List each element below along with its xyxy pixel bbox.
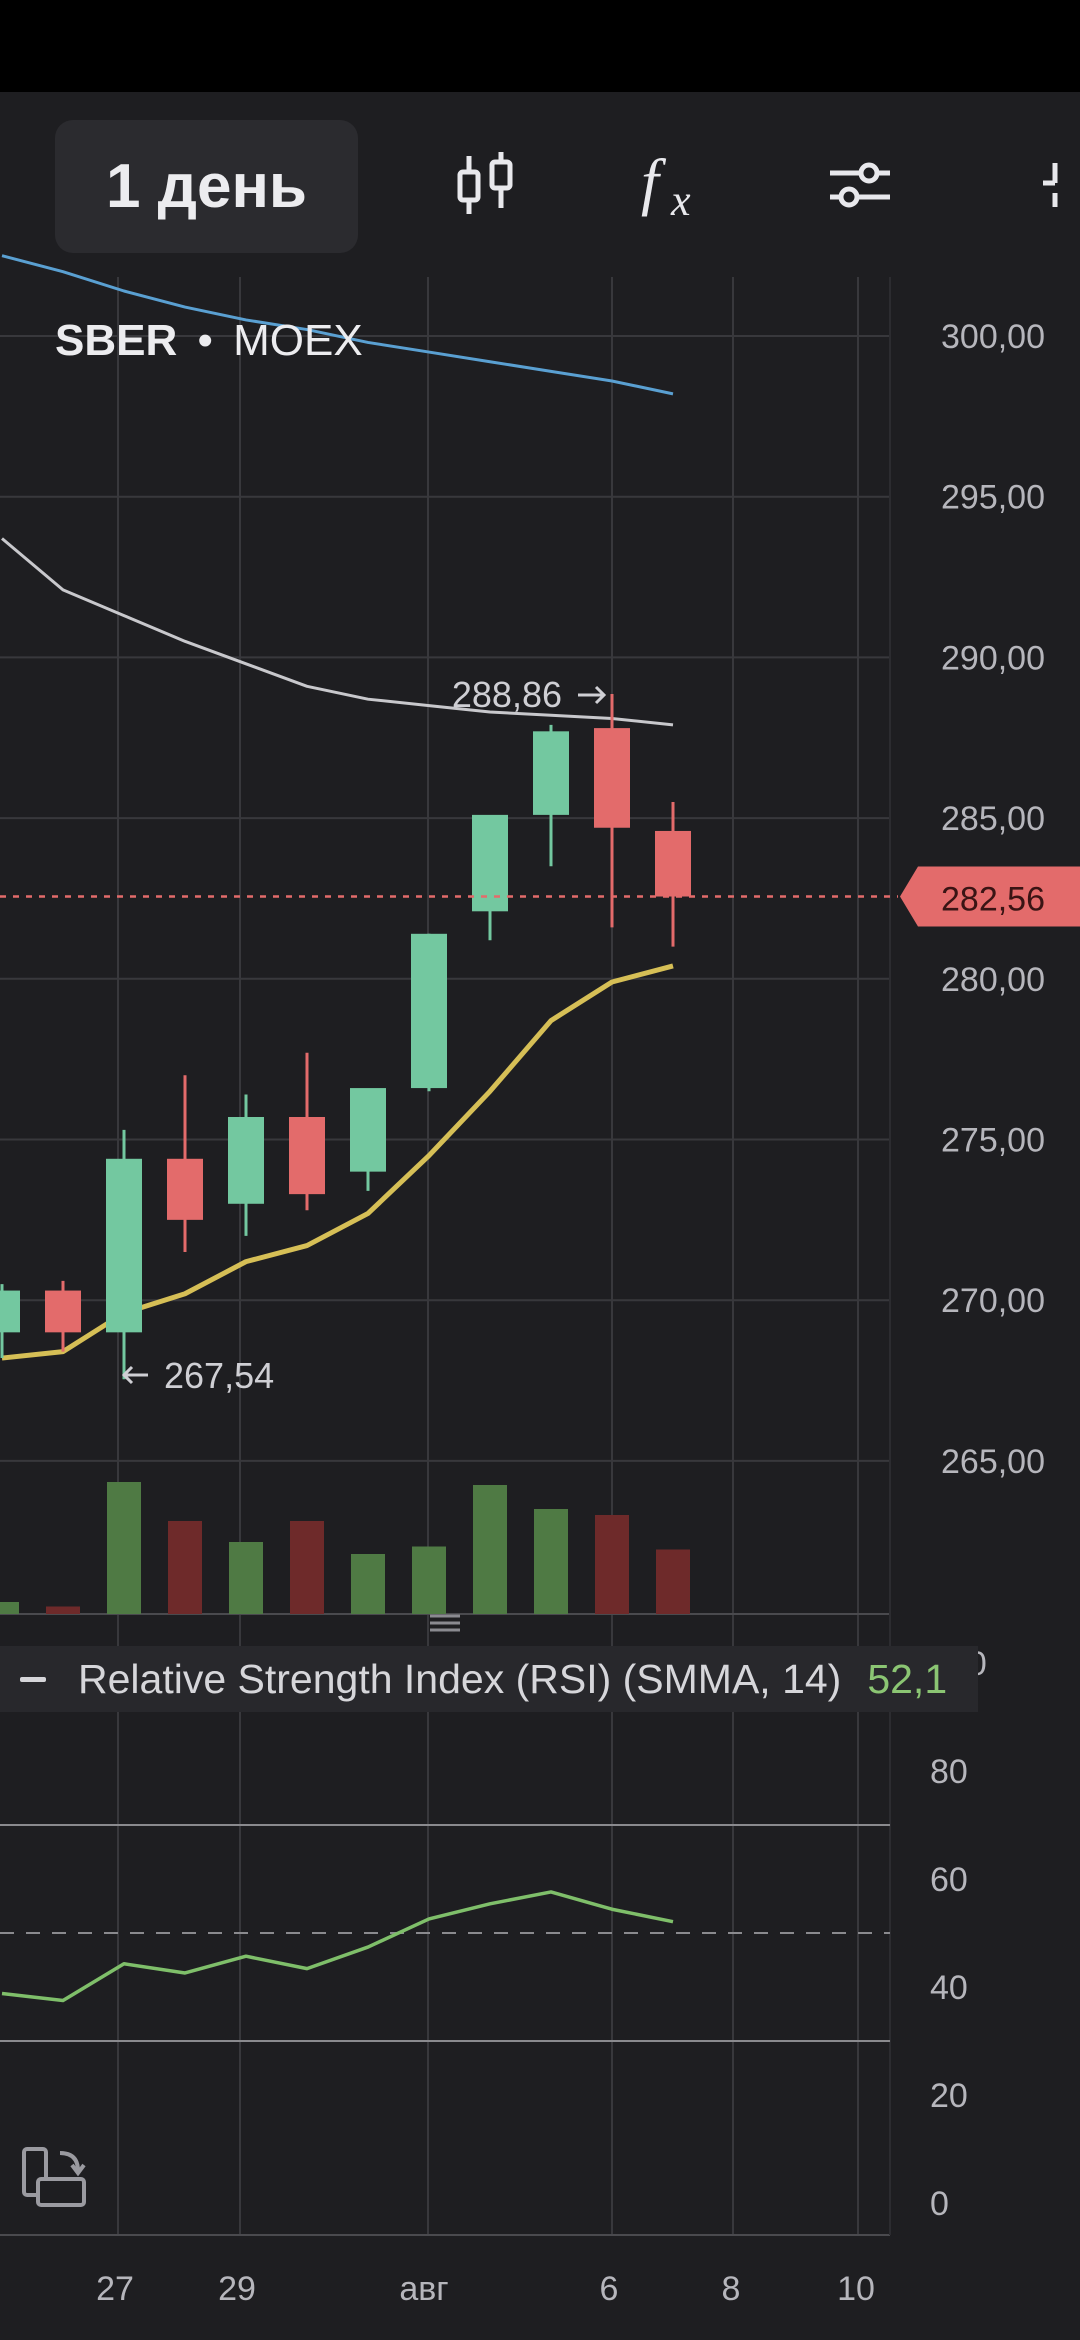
svg-text:x: x xyxy=(670,176,691,225)
candle-body xyxy=(45,1290,81,1333)
status-bar xyxy=(0,0,1080,92)
moving-average-line xyxy=(1,254,674,396)
volume-bar xyxy=(290,1521,324,1614)
candle-body xyxy=(533,731,569,815)
candle-body xyxy=(289,1117,325,1195)
volume-bar xyxy=(656,1549,690,1614)
arrow-left-icon xyxy=(121,1365,148,1385)
last-price-label: 282,56 xyxy=(941,881,1045,919)
rsi-legend[interactable]: Relative Strength Index (RSI) (SMMA, 14)… xyxy=(0,1646,978,1712)
volume-bar xyxy=(534,1509,568,1614)
rsi-tick-label: 20 xyxy=(930,2077,968,2115)
low-price-label: 267,54 xyxy=(164,1355,274,1396)
rsi-tick-label: 40 xyxy=(930,1969,968,2007)
indicators-icon[interactable]: f x xyxy=(635,142,715,228)
candle-body xyxy=(228,1117,264,1204)
time-tick-label: 6 xyxy=(600,2270,619,2308)
time-tick-label: 8 xyxy=(722,2270,741,2308)
time-tick-label: 27 xyxy=(96,2270,134,2308)
last-price-badge xyxy=(900,866,1080,927)
candle-body xyxy=(655,830,691,897)
more-icon[interactable] xyxy=(1020,142,1080,228)
candle-body xyxy=(594,728,630,828)
volume-bar xyxy=(46,1606,80,1614)
moving-average-line xyxy=(1,537,674,727)
volume-bar xyxy=(168,1521,202,1614)
rsi-title: Relative Strength Index (RSI) (SMMA, 14) xyxy=(78,1655,842,1702)
price-tick-label: 265,00 xyxy=(941,1443,1045,1481)
volume-bar xyxy=(351,1554,385,1614)
volume-bar xyxy=(595,1515,629,1614)
price-tick-label: 285,00 xyxy=(941,800,1045,838)
volume-bar xyxy=(107,1482,141,1614)
price-tick-label: 290,00 xyxy=(941,639,1045,677)
candles-icon[interactable] xyxy=(445,142,525,228)
price-tick-label: 300,00 xyxy=(941,318,1045,356)
rsi-value: 52,1 xyxy=(867,1655,948,1702)
candle-body xyxy=(106,1158,142,1333)
price-tick-label: 280,00 xyxy=(941,961,1045,999)
settings-sliders-icon[interactable] xyxy=(820,142,900,228)
candle-body xyxy=(167,1158,203,1220)
price-tick-label: 295,00 xyxy=(941,479,1045,517)
symbol-exchange: MOEX xyxy=(233,316,363,365)
time-tick-label: авг xyxy=(399,2270,448,2308)
arrow-right-icon xyxy=(578,685,607,705)
layout-switch-icon[interactable] xyxy=(20,2145,90,2216)
symbol-separator: • xyxy=(197,316,213,365)
rsi-tick-label: 80 xyxy=(930,1753,968,1791)
symbol-title: SBER • MOEX xyxy=(55,316,363,366)
volume-bar xyxy=(473,1485,507,1614)
time-tick-label: 10 xyxy=(837,2270,875,2308)
candle-body xyxy=(0,1290,20,1333)
candle-body xyxy=(350,1088,386,1172)
rsi-line xyxy=(1,1890,674,2003)
volume-bar xyxy=(0,1602,19,1614)
candle-body xyxy=(411,933,447,1089)
volume-bar xyxy=(229,1542,263,1614)
rsi-tick-label: 60 xyxy=(930,1861,968,1899)
high-price-label: 288,86 xyxy=(452,674,562,715)
volume-bar xyxy=(412,1546,446,1614)
candle-body xyxy=(472,814,508,912)
time-tick-label: 29 xyxy=(218,2270,256,2308)
symbol-ticker: SBER xyxy=(55,316,178,365)
price-tick-label: 270,00 xyxy=(941,1282,1045,1320)
price-tick-label: 275,00 xyxy=(941,1122,1045,1160)
chart-toolbar: 1 день f x xyxy=(0,92,1080,277)
rsi-tick-label: 0 xyxy=(930,2185,949,2223)
collapse-icon[interactable] xyxy=(20,1676,46,1682)
interval-button[interactable]: 1 день xyxy=(55,120,358,253)
